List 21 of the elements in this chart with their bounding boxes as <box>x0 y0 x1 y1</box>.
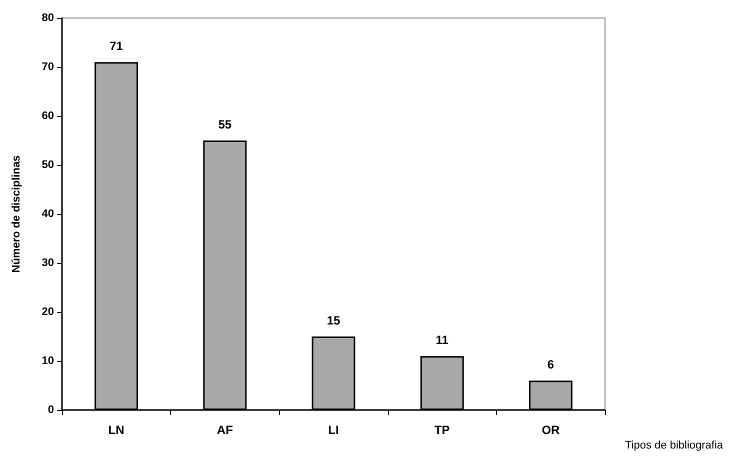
data-label: 71 <box>110 39 124 54</box>
x-tick-label: LN <box>108 423 124 437</box>
y-axis-title: Número de disciplinas <box>10 155 22 273</box>
y-tick-label: 50 <box>42 159 54 171</box>
y-tick-label: 80 <box>42 12 54 24</box>
x-tick-label: TP <box>434 423 450 437</box>
y-tick-label: 10 <box>42 355 54 367</box>
x-tick-label: OR <box>542 423 560 437</box>
y-tick-label: 60 <box>42 110 54 122</box>
x-tick-label: AF <box>216 423 233 437</box>
y-tick-label: 0 <box>48 404 54 416</box>
y-tick-label: 30 <box>42 257 54 269</box>
data-label: 15 <box>326 314 340 328</box>
data-label: 55 <box>218 118 232 132</box>
data-label: 11 <box>436 333 449 348</box>
y-tick-label: 40 <box>42 208 54 220</box>
x-axis-title: Tipos de bibliografia <box>625 440 724 452</box>
y-tick-label: 20 <box>42 306 54 318</box>
y-tick-label: 70 <box>42 61 54 73</box>
data-label: 6 <box>547 358 554 372</box>
x-tick-label: LI <box>328 423 339 437</box>
